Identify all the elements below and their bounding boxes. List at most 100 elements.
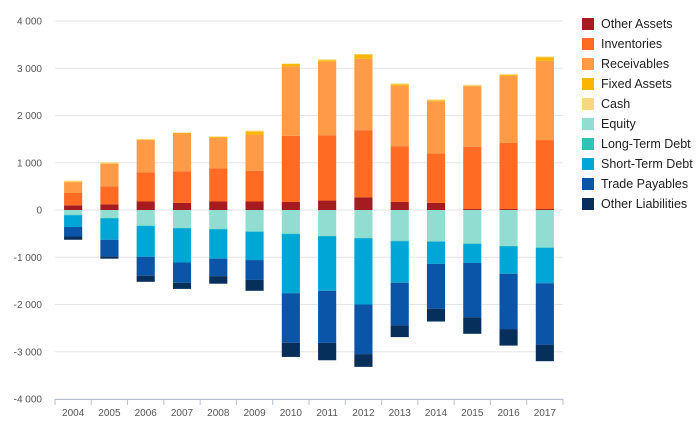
bar-segment xyxy=(390,84,409,86)
bar-segment xyxy=(354,197,373,210)
bar-segment xyxy=(535,247,554,284)
legend-swatch xyxy=(582,178,594,190)
bar-segment xyxy=(136,225,155,227)
legend-swatch xyxy=(582,118,594,130)
legend-label: Trade Payables xyxy=(601,177,689,191)
bar-segment xyxy=(535,247,554,248)
bar-segment xyxy=(318,59,337,61)
bar-segment xyxy=(64,236,83,240)
legend-label: Inventories xyxy=(601,37,663,51)
bar-segment xyxy=(535,210,554,248)
bar-segment xyxy=(463,243,482,245)
legend-swatch xyxy=(582,158,594,170)
bar-segment xyxy=(499,74,518,76)
bar-segment xyxy=(136,139,155,140)
bar-segment xyxy=(354,54,373,55)
bar-segment xyxy=(136,140,155,173)
bar-segment xyxy=(64,182,83,193)
bar-segment xyxy=(136,256,155,276)
bar-segment xyxy=(281,210,300,234)
bar-segment xyxy=(209,136,228,137)
bar-segment xyxy=(209,258,228,277)
bar-segment xyxy=(100,204,119,210)
y-tick-label: 2 000 xyxy=(17,111,42,122)
y-tick-label: 1 000 xyxy=(17,158,42,169)
bar-segment xyxy=(463,86,482,147)
legend-label: Receivables xyxy=(601,57,670,71)
bar-segment xyxy=(136,139,155,141)
x-tick-label: 2004 xyxy=(62,408,85,419)
bar-segment xyxy=(318,236,337,291)
bar-segment xyxy=(535,140,554,210)
bar-segment xyxy=(64,205,83,210)
bar-segment xyxy=(426,100,446,102)
bar-segment xyxy=(426,202,446,210)
legend: Other Assets Inventories Receivables Fixed … xyxy=(582,14,693,214)
bar-segment xyxy=(426,308,446,322)
bar-segment xyxy=(172,262,192,283)
bar-segment xyxy=(463,85,482,87)
bar-segment xyxy=(390,146,409,202)
bar-segment xyxy=(100,218,119,240)
bar-segment xyxy=(172,282,192,289)
bar-segment xyxy=(499,246,518,274)
bar-segment xyxy=(172,171,192,203)
bar-segment xyxy=(209,168,228,202)
bar-segment xyxy=(535,57,554,61)
bar-segment xyxy=(463,244,482,263)
y-tick-label: 4 000 xyxy=(17,17,42,28)
bar-segment xyxy=(318,60,337,62)
bar-segment xyxy=(100,163,119,164)
bar-segment xyxy=(390,325,409,338)
bar-segment xyxy=(390,85,409,147)
legend-swatch xyxy=(582,78,594,90)
bar-segment xyxy=(100,186,119,205)
y-tick-label: 3 000 xyxy=(17,64,42,75)
x-tick-label: 2008 xyxy=(207,408,230,419)
bar-segment xyxy=(535,344,554,362)
bar-segment xyxy=(209,276,228,284)
legend-label: Short-Term Debt xyxy=(601,157,693,171)
legend-item: Receivables xyxy=(582,54,693,74)
bar-segment xyxy=(463,210,482,244)
bar-segment xyxy=(136,201,155,210)
gridlines xyxy=(55,20,563,400)
legend-label: Other Assets xyxy=(601,17,673,31)
x-tick-label: 2009 xyxy=(243,408,266,419)
x-tick-label: 2013 xyxy=(389,408,412,419)
bar-segment xyxy=(426,241,446,242)
bar-segment xyxy=(463,262,482,318)
bar-segment xyxy=(209,228,228,230)
legend-item: Other Assets xyxy=(582,14,693,34)
bar-segment xyxy=(354,54,373,59)
legend-item: Other Liabilities xyxy=(582,194,693,214)
y-tick-label: -4 000 xyxy=(14,395,43,406)
bar-segment xyxy=(354,210,373,238)
bar-segment xyxy=(281,66,300,136)
bar-segment xyxy=(172,227,192,229)
bar-segment xyxy=(245,130,264,132)
bar-segment xyxy=(463,146,482,210)
bar-segment xyxy=(245,210,264,232)
bar-segment xyxy=(354,130,373,198)
bar-segment xyxy=(100,256,119,259)
bar-segment xyxy=(172,133,192,172)
bar-segment xyxy=(64,192,83,206)
bar-segment xyxy=(390,282,409,326)
x-tick-label: 2006 xyxy=(135,408,158,419)
bar-segment xyxy=(245,231,264,261)
legend-label: Long-Term Debt xyxy=(601,137,691,151)
bar-segment xyxy=(318,135,337,201)
legend-item: Short-Term Debt xyxy=(582,154,693,174)
bar-segment xyxy=(136,275,155,282)
x-tick-label: 2010 xyxy=(280,408,303,419)
bar-segment xyxy=(354,238,373,305)
axes: -4 000 -3 000 -2 000 -1 000 0 1 000 2 000 3 000… xyxy=(14,17,564,419)
bar-segment xyxy=(281,293,300,343)
bar-segment xyxy=(100,163,119,187)
bar-segment xyxy=(426,263,446,309)
bar-segment xyxy=(426,241,446,264)
x-tick-label: 2017 xyxy=(534,408,557,419)
bar-segment xyxy=(499,329,518,346)
bar-segment xyxy=(172,202,192,210)
